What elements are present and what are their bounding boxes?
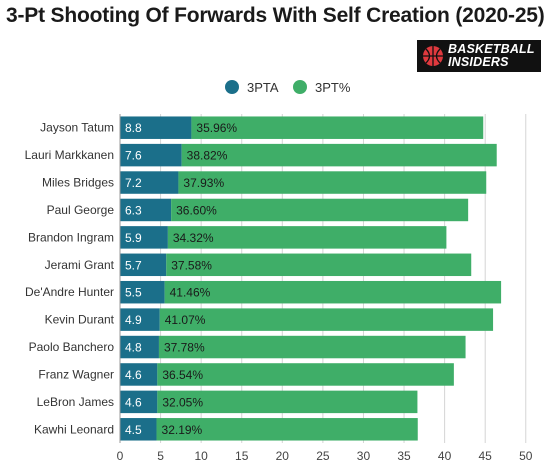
bar-3pt-pct (171, 198, 469, 222)
chart-legend: 3PTA 3PT% (0, 76, 560, 98)
data-label-3pta: 4.9 (125, 313, 142, 327)
data-label-3pt-pct: 41.07% (165, 313, 206, 327)
x-tick-label: 25 (316, 449, 330, 463)
data-label-3pta: 8.8 (125, 121, 142, 135)
category-label: Miles Bridges (42, 176, 114, 190)
bar-3pt-pct (157, 390, 418, 414)
legend-label-3pta: 3PTA (247, 79, 279, 95)
category-label: Lauri Markkanen (25, 148, 114, 162)
data-label-3pta: 4.6 (125, 368, 142, 382)
bar-3pta (120, 418, 157, 441)
category-label: LeBron James (37, 395, 114, 409)
category-label: Paul George (47, 203, 115, 217)
x-tick-label: 10 (194, 449, 208, 463)
bar-3pt-pct (164, 280, 502, 304)
bar-3pta (120, 280, 165, 304)
data-label-3pt-pct: 36.54% (162, 368, 203, 382)
category-label: Franz Wagner (38, 367, 114, 381)
data-label-3pta: 5.5 (125, 286, 142, 300)
bar-3pt-pct (158, 335, 466, 359)
data-label-3pt-pct: 38.82% (187, 149, 228, 163)
data-label-3pta: 7.2 (125, 176, 142, 190)
data-label-3pt-pct: 32.19% (162, 423, 203, 437)
legend-item-3pta: 3PTA (225, 76, 279, 98)
category-label: Paolo Banchero (29, 340, 115, 354)
data-label-3pta: 6.3 (125, 203, 142, 217)
data-label-3pta: 7.6 (125, 149, 142, 163)
logo-text-line1: BASKETBALL (448, 42, 535, 56)
bar-3pta (120, 335, 159, 359)
bar-3pta (120, 308, 160, 331)
x-tick-label: 35 (397, 449, 411, 463)
data-label-3pt-pct: 35.96% (196, 121, 237, 135)
legend-swatch-3pta (225, 80, 239, 94)
data-label-3pta: 4.8 (125, 341, 142, 355)
data-label-3pt-pct: 37.78% (164, 341, 205, 355)
bar-3pt-pct (166, 253, 472, 277)
bar-3pt-pct (178, 171, 487, 194)
bar-3pt-pct (167, 226, 447, 249)
bar-3pta (120, 143, 182, 167)
data-label-3pt-pct: 34.32% (173, 231, 214, 245)
bar-3pta (120, 198, 172, 222)
bar-3pta (120, 226, 168, 249)
logo-text-line2: INSIDERS (448, 55, 509, 69)
x-tick-label: 15 (235, 449, 249, 463)
bar-3pta (120, 253, 167, 277)
category-label: Kawhi Leonard (34, 422, 114, 436)
basketball-icon (423, 46, 443, 66)
data-label-3pt-pct: 32.05% (162, 395, 203, 409)
brand-logo: BASKETBALL INSIDERS (417, 40, 541, 72)
bar-3pt-pct (157, 363, 454, 386)
data-label-3pt-pct: 36.60% (176, 203, 217, 217)
category-label: De'Andre Hunter (25, 285, 114, 299)
bar-3pta (120, 171, 179, 194)
bar-3pta (120, 390, 158, 414)
category-label: Kevin Durant (45, 313, 115, 327)
data-label-3pt-pct: 41.46% (170, 286, 211, 300)
legend-item-3pt-pct: 3PT% (293, 76, 350, 98)
x-tick-label: 20 (276, 449, 290, 463)
bar-3pt-pct (159, 308, 494, 331)
data-label-3pta: 5.9 (125, 231, 142, 245)
category-label: Jayson Tatum (40, 121, 114, 135)
data-label-3pt-pct: 37.58% (171, 258, 212, 272)
legend-swatch-3pt-pct (293, 80, 307, 94)
bar-3pt-pct (156, 418, 418, 441)
bar-3pt-pct (191, 116, 484, 139)
bar-3pta (120, 116, 192, 139)
bar-3pt-pct (181, 143, 497, 167)
x-tick-label: 5 (157, 449, 164, 463)
x-tick-label: 0 (117, 449, 124, 463)
data-label-3pta: 4.6 (125, 395, 142, 409)
legend-label-3pt-pct: 3PT% (315, 79, 351, 95)
bar-3pta (120, 363, 158, 386)
x-tick-label: 45 (479, 449, 493, 463)
data-label-3pt-pct: 37.93% (183, 176, 224, 190)
x-tick-label: 30 (357, 449, 371, 463)
category-label: Jerami Grant (45, 258, 115, 272)
x-tick-label: 50 (519, 449, 533, 463)
category-label: Brandon Ingram (28, 230, 114, 244)
x-tick-label: 40 (438, 449, 452, 463)
chart-title: 3-Pt Shooting Of Forwards With Self Crea… (6, 4, 545, 27)
data-label-3pta: 5.7 (125, 258, 142, 272)
data-label-3pta: 4.5 (125, 423, 142, 437)
